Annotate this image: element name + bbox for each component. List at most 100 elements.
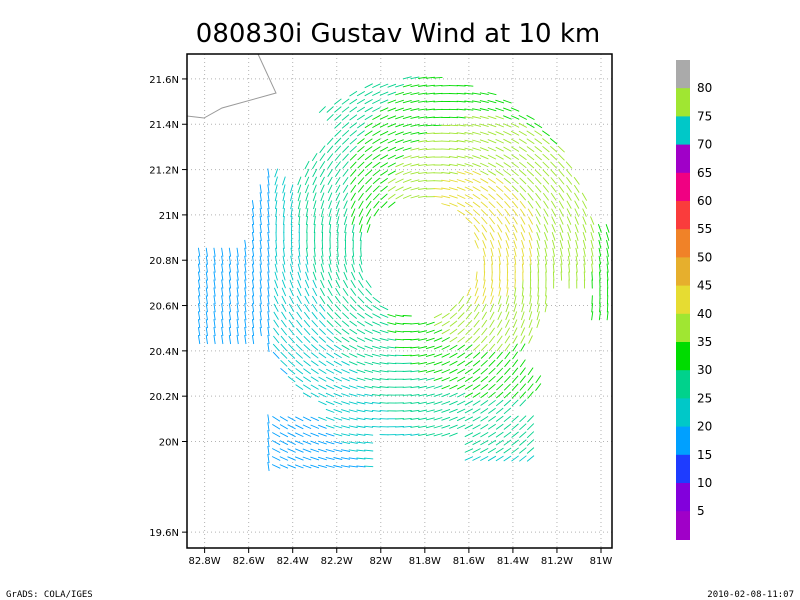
wind-vector bbox=[213, 295, 216, 305]
wind-vector bbox=[395, 154, 404, 160]
wind-vector bbox=[372, 122, 381, 128]
wind-vector bbox=[213, 303, 216, 313]
wind-vector bbox=[287, 448, 296, 453]
wind-vector bbox=[287, 416, 296, 422]
wind-vector bbox=[402, 394, 412, 396]
wind-vector bbox=[297, 279, 302, 289]
wind-vector bbox=[479, 123, 489, 128]
wind-vector bbox=[221, 255, 224, 265]
wind-vector bbox=[449, 312, 458, 320]
wind-vector bbox=[197, 287, 201, 297]
wind-vector bbox=[402, 123, 412, 128]
wind-vector bbox=[410, 92, 420, 96]
wind-vector bbox=[464, 163, 474, 167]
wind-vector bbox=[310, 440, 320, 445]
wind-vector bbox=[272, 343, 280, 352]
wind-vector bbox=[465, 319, 473, 328]
wind-vector bbox=[348, 457, 358, 460]
wind-vector bbox=[395, 83, 404, 88]
wind-vector bbox=[449, 328, 458, 335]
wind-vector bbox=[334, 129, 342, 137]
wind-vector bbox=[537, 287, 540, 297]
wind-vector bbox=[457, 328, 465, 335]
wind-vector bbox=[387, 138, 397, 144]
wind-vector bbox=[513, 239, 517, 249]
wind-vector bbox=[448, 148, 458, 151]
wind-vector bbox=[287, 440, 296, 446]
wind-vector bbox=[326, 352, 335, 359]
wind-vector bbox=[583, 255, 586, 265]
wind-vector bbox=[402, 92, 412, 96]
wind-vector bbox=[341, 393, 350, 397]
wind-vector bbox=[542, 185, 550, 193]
wind-vector bbox=[521, 303, 525, 313]
wind-vector bbox=[274, 168, 279, 178]
colorbar-swatch bbox=[676, 201, 690, 230]
wind-vector bbox=[267, 223, 270, 233]
wind-vector bbox=[519, 391, 527, 399]
wind-vector bbox=[498, 255, 501, 265]
wind-vector bbox=[456, 408, 466, 414]
wind-vector bbox=[495, 455, 504, 462]
wind-vector bbox=[505, 303, 510, 313]
wind-vector bbox=[336, 216, 340, 226]
wind-vector bbox=[303, 327, 311, 336]
wind-vector bbox=[302, 424, 312, 430]
wind-vector bbox=[511, 391, 519, 399]
colorbar-swatch bbox=[676, 511, 690, 540]
wind-vector bbox=[402, 139, 412, 143]
wind-vector bbox=[480, 343, 488, 352]
wind-vector bbox=[348, 361, 358, 366]
wind-vector bbox=[313, 208, 317, 218]
wind-vector bbox=[379, 313, 389, 318]
wind-vector bbox=[379, 321, 389, 326]
wind-vector bbox=[605, 224, 610, 233]
wind-vector bbox=[333, 449, 343, 453]
chart-title: 080830i Gustav Wind at 10 km bbox=[196, 19, 600, 49]
wind-vector bbox=[418, 100, 428, 103]
wind-vector bbox=[364, 91, 373, 97]
wind-vector bbox=[503, 115, 512, 120]
wind-vector bbox=[543, 232, 548, 241]
wind-vector bbox=[371, 353, 381, 357]
wind-vector bbox=[410, 163, 420, 167]
wind-vector bbox=[473, 232, 480, 241]
wind-vector bbox=[519, 439, 527, 446]
wind-vector bbox=[221, 311, 224, 321]
wind-vector bbox=[418, 124, 428, 127]
wind-vector bbox=[311, 344, 319, 351]
wind-vector bbox=[418, 195, 428, 198]
wind-vector bbox=[402, 402, 412, 404]
wind-vector bbox=[425, 401, 435, 405]
wind-vector bbox=[495, 99, 505, 104]
wind-vector bbox=[527, 192, 534, 201]
wind-vector bbox=[356, 457, 366, 460]
wind-vector bbox=[522, 279, 524, 289]
wind-vector bbox=[490, 295, 494, 305]
wind-vector bbox=[213, 327, 216, 337]
wind-vector bbox=[366, 216, 372, 225]
wind-vector bbox=[236, 295, 239, 305]
wind-vector bbox=[544, 295, 547, 305]
wind-vector bbox=[387, 123, 397, 128]
wind-vector bbox=[466, 287, 472, 297]
wind-vector bbox=[325, 440, 335, 445]
colorbar-label: 35 bbox=[697, 335, 712, 349]
wind-vector bbox=[298, 239, 301, 249]
wind-vector bbox=[334, 145, 342, 153]
wind-vector bbox=[326, 320, 334, 328]
wind-vector bbox=[236, 255, 239, 265]
wind-vector bbox=[599, 303, 601, 313]
wind-vector bbox=[298, 216, 301, 226]
wind-vector bbox=[441, 369, 451, 374]
wind-vector bbox=[529, 263, 532, 273]
wind-vector bbox=[341, 106, 350, 113]
wind-vector bbox=[326, 113, 334, 121]
wind-vector bbox=[488, 391, 496, 399]
wind-vector bbox=[465, 209, 473, 216]
wind-vector bbox=[487, 439, 497, 446]
wind-vector bbox=[550, 145, 558, 153]
wind-vector bbox=[503, 138, 512, 144]
wind-vector bbox=[213, 335, 216, 345]
wind-vector bbox=[590, 216, 595, 225]
